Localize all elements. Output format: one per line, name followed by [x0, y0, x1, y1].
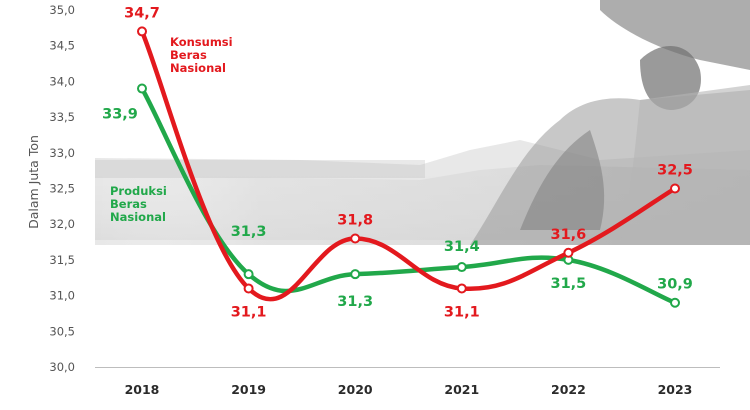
- konsumsi-point: [456, 283, 467, 294]
- x-tick-label: 2022: [551, 382, 586, 397]
- konsumsi-series-label: Konsumsi: [170, 35, 233, 49]
- produksi-point: [456, 262, 467, 273]
- y-tick-label: 33,0: [49, 146, 75, 160]
- x-axis: 2018 2019 2020 2021 2022 2023: [95, 367, 720, 397]
- x-tick-label: 2020: [338, 382, 373, 397]
- konsumsi-series-label: Beras: [170, 48, 207, 62]
- y-tick-label: 30,5: [49, 324, 75, 338]
- y-tick-label: 35,0: [49, 3, 75, 17]
- produksi-series-label: Beras: [110, 197, 147, 211]
- x-tick-label: 2019: [231, 382, 266, 397]
- y-axis-label: Dalam Juta Ton: [26, 135, 41, 229]
- konsumsi-point: [670, 183, 680, 194]
- produksi-value-label: 33,9: [102, 107, 138, 123]
- y-tick-label: 33,5: [49, 110, 75, 124]
- produksi-value-label: 31,4: [444, 239, 480, 255]
- series-labels: KonsumsiBerasNasionalProduksiBerasNasion…: [110, 35, 233, 224]
- y-axis: 30,0 30,5 31,0 31,5 32,0 32,5 33,0 33,5 34,0 34,5…: [26, 3, 75, 374]
- produksi-value-label: 30,9: [657, 277, 693, 293]
- data-labels: 33,9 31,3 31,3 31,4 31,5 30,9 34,7 31,1 31,8 31,1…: [102, 5, 693, 320]
- y-tick-label: 31,5: [49, 253, 75, 267]
- konsumsi-value-label: 31,1: [444, 304, 480, 320]
- y-tick-label: 32,5: [49, 182, 75, 196]
- y-tick-label: 31,0: [49, 289, 75, 303]
- konsumsi-value-label: 32,5: [657, 163, 693, 179]
- y-tick-label: 32,0: [49, 217, 75, 231]
- x-tick-label: 2018: [125, 382, 160, 397]
- produksi-series-label: Produksi: [110, 184, 167, 198]
- konsumsi-value-label: 31,1: [231, 304, 267, 320]
- produksi-value-label: 31,3: [231, 224, 267, 240]
- produksi-series-label: Nasional: [110, 210, 166, 224]
- konsumsi-value-label: 31,6: [551, 227, 587, 243]
- y-tick-label: 30,0: [49, 360, 75, 374]
- x-tick-label: 2023: [658, 382, 693, 397]
- produksi-value-label: 31,3: [337, 294, 373, 310]
- konsumsi-point: [137, 26, 147, 37]
- y-tick-label: 34,5: [49, 39, 75, 53]
- konsumsi-series-label: Nasional: [170, 61, 226, 75]
- konsumsi-point: [563, 247, 574, 258]
- konsumsi-value-label: 31,8: [337, 212, 373, 228]
- y-tick-label: 34,0: [49, 74, 75, 88]
- produksi-point: [670, 297, 680, 308]
- konsumsi-point: [243, 283, 254, 294]
- produksi-point: [243, 269, 254, 280]
- konsumsi-value-label: 34,7: [124, 5, 160, 21]
- series-points: [137, 26, 680, 308]
- produksi-value-label: 31,5: [551, 276, 587, 292]
- background-photo: [95, 0, 750, 245]
- konsumsi-point: [350, 233, 361, 244]
- produksi-point: [137, 83, 147, 94]
- x-tick-label: 2021: [444, 382, 479, 397]
- produksi-point: [350, 269, 361, 280]
